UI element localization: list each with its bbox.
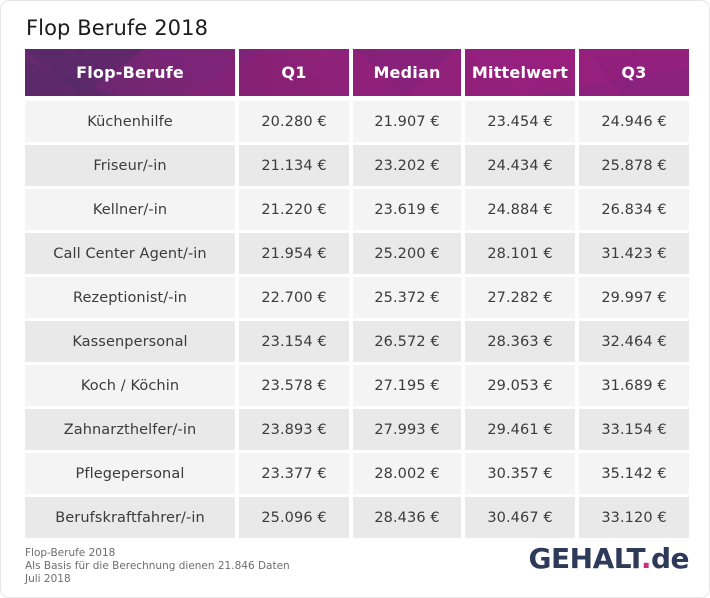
cell-beruf: Friseur/-in [25,145,235,186]
cell-q1: 23.154 € [239,321,349,362]
cell-q1: 23.377 € [239,453,349,494]
cell-mittelwert: 30.357 € [465,453,575,494]
source-note: Flop-Berufe 2018 Als Basis für die Berec… [25,547,290,586]
column-header-flop-berufe: Flop-Berufe [76,63,184,82]
cell-median: 26.572 € [353,321,461,362]
cell-median: 21.907 € [353,101,461,142]
cell-q3: 24.946 € [579,101,689,142]
cell-median: 27.993 € [353,409,461,450]
cell-mittelwert: 28.363 € [465,321,575,362]
cell-beruf: Kassenpersonal [25,321,235,362]
cell-q3: 31.689 € [579,365,689,406]
cell-mittelwert: 29.053 € [465,365,575,406]
cell-q1: 21.220 € [239,189,349,230]
source-line-1: Flop-Berufe 2018 [25,547,116,559]
cell-mittelwert: 24.434 € [465,145,575,186]
cell-q1: 21.134 € [239,145,349,186]
cell-q3: 26.834 € [579,189,689,230]
cell-beruf: Pflegepersonal [25,453,235,494]
cell-q3: 33.154 € [579,409,689,450]
cell-mittelwert: 24.884 € [465,189,575,230]
column-header-mittelwert: Mittelwert [471,63,569,82]
cell-beruf: Berufskraftfahrer/-in [25,497,235,538]
cell-mittelwert: 28.101 € [465,233,575,274]
cell-median: 23.619 € [353,189,461,230]
header-divider [235,49,239,96]
cell-mittelwert: 30.467 € [465,497,575,538]
cell-beruf: Rezeptionist/-in [25,277,235,318]
source-line-2: Als Basis für die Berechnung dienen 21.8… [25,560,290,572]
logo-dot: . [640,542,652,575]
gehalt-de-logo: GEHALT.de [528,542,690,575]
page-title: Flop Berufe 2018 [26,16,209,40]
cell-q3: 32.464 € [579,321,689,362]
cell-median: 25.372 € [353,277,461,318]
cell-q1: 23.893 € [239,409,349,450]
cell-beruf: Küchenhilfe [25,101,235,142]
logo-name: GEHALT [528,542,642,575]
header-divider [349,49,353,96]
cell-q1: 20.280 € [239,101,349,142]
column-header-median: Median [373,63,441,82]
header-divider [575,49,579,96]
cell-q3: 35.142 € [579,453,689,494]
cell-beruf: Call Center Agent/-in [25,233,235,274]
cell-q1: 25.096 € [239,497,349,538]
cell-q3: 33.120 € [579,497,689,538]
column-header-q1: Q1 [281,63,307,82]
cell-median: 23.202 € [353,145,461,186]
cell-median: 25.200 € [353,233,461,274]
table-body: Küchenhilfe 20.280 € 21.907 € 23.454 € 2… [25,101,689,538]
cell-q3: 31.423 € [579,233,689,274]
cell-mittelwert: 29.461 € [465,409,575,450]
cell-mittelwert: 23.454 € [465,101,575,142]
table-header-row: Flop-Berufe Q1 Median Mittelwert Q3 [25,49,689,96]
cell-q3: 29.997 € [579,277,689,318]
cell-q1: 23.578 € [239,365,349,406]
footer: Flop-Berufe 2018 Als Basis für die Berec… [25,542,690,586]
cell-q3: 25.878 € [579,145,689,186]
header-divider [461,49,465,96]
source-line-3: Juli 2018 [25,573,71,585]
cell-mittelwert: 27.282 € [465,277,575,318]
cell-q1: 21.954 € [239,233,349,274]
logo-tld: de [650,542,690,575]
column-header-q3: Q3 [621,63,647,82]
cell-median: 28.436 € [353,497,461,538]
cell-beruf: Kellner/-in [25,189,235,230]
cell-beruf: Koch / Köchin [25,365,235,406]
cell-beruf: Zahnarzthelfer/-in [25,409,235,450]
cell-median: 28.002 € [353,453,461,494]
cell-q1: 22.700 € [239,277,349,318]
cell-median: 27.195 € [353,365,461,406]
